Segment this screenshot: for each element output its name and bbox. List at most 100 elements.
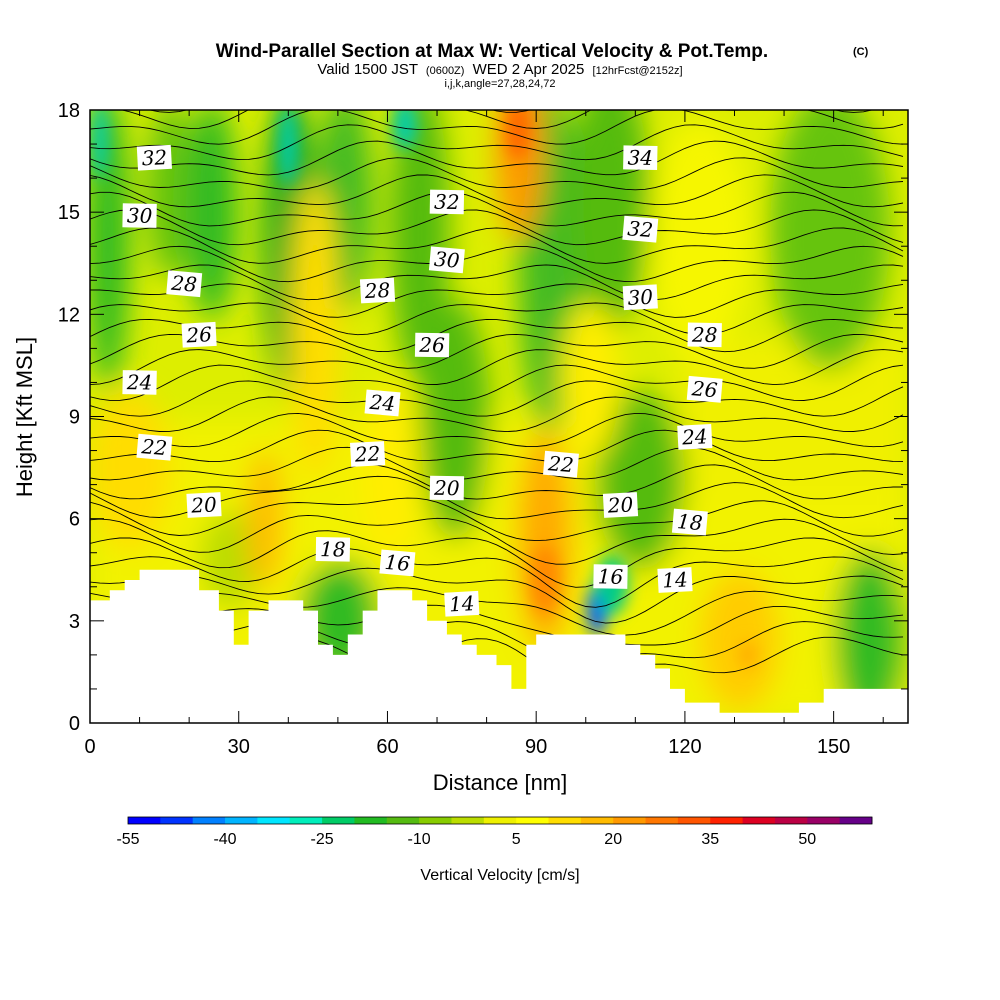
- contour-label-text: 18: [676, 509, 703, 535]
- contour-label: 18: [671, 508, 708, 536]
- contour-label-text: 30: [433, 247, 461, 273]
- contour-label-box: [622, 284, 658, 311]
- contour-label: 26: [686, 375, 723, 403]
- contour-label: 26: [181, 321, 217, 348]
- isentrope-line: [90, 140, 904, 176]
- contour-label-box: [414, 332, 450, 358]
- contour-label: 32: [429, 189, 465, 215]
- isentrope-line: [90, 209, 904, 246]
- contour-label: 32: [622, 215, 659, 243]
- isentrope-line: [90, 157, 904, 191]
- contour-label-text: 26: [690, 376, 719, 402]
- contour-label: 24: [364, 389, 401, 417]
- y-tick-label: 15: [58, 202, 80, 224]
- contour-label-text: 14: [448, 591, 475, 616]
- contour-label-box: [623, 145, 658, 170]
- y-axis: 0 3 6 9 12 15 18: [58, 100, 908, 735]
- colorbar-swatch: [645, 817, 679, 824]
- contour-label-text: 22: [353, 441, 381, 466]
- colorbar-tick-label: 50: [798, 831, 816, 848]
- contour-label-box: [379, 549, 416, 577]
- isentrope-line: [90, 110, 904, 145]
- isentrope-line: [90, 191, 904, 227]
- colorbar-swatch: [742, 817, 776, 824]
- x-tick-label: 60: [376, 736, 398, 758]
- isentrope-line: [90, 264, 904, 301]
- contour-label: 28: [359, 277, 396, 304]
- contour-label-box: [429, 189, 465, 215]
- colorbar-swatch: [386, 817, 420, 824]
- isentrope-line: [90, 548, 904, 608]
- colorbar-swatch: [451, 817, 485, 824]
- chart-title: Wind-Parallel Section at Max W: Vertical…: [216, 41, 768, 62]
- contour-label: 20: [429, 475, 465, 501]
- contour-label-text: 26: [185, 322, 213, 347]
- colorbar-tick-label: -25: [311, 831, 334, 848]
- contour-label-box: [602, 492, 639, 518]
- contour-label-box: [122, 203, 157, 228]
- contour-label: 24: [677, 424, 713, 450]
- contour-label-box: [364, 389, 401, 417]
- contour-label-box: [122, 370, 157, 395]
- colorbar-swatch: [580, 817, 614, 824]
- x-tick-label: 120: [668, 736, 701, 758]
- colorbar-tick-label: -40: [213, 831, 236, 848]
- isentrope-line: [90, 227, 904, 264]
- colorbar-swatch: [807, 817, 841, 824]
- contour-label-text: 20: [190, 492, 218, 517]
- colorbar-tick-label: 20: [604, 831, 622, 848]
- colorbar-frame: [127, 816, 873, 825]
- isentrope-line: [90, 124, 904, 161]
- colorbar-swatch: [839, 817, 873, 824]
- contour-label-text: 20: [606, 492, 634, 517]
- subtitle-valid: Valid 1500 JST: [317, 61, 417, 78]
- contour-label-text: 16: [598, 564, 624, 588]
- contour-labels: 32 30 28 26 24 22 20 18 16 14 32 30 28 26 24 22 20 22 20 16…: [122, 144, 723, 617]
- contour-label: 16: [593, 564, 628, 589]
- isentrope-line: [90, 283, 904, 318]
- colorbar-swatch: [710, 817, 744, 824]
- contour-label-box: [686, 375, 723, 403]
- contour-label-text: 34: [627, 145, 653, 169]
- isentrope-line: [90, 396, 904, 433]
- contour-label: 18: [315, 537, 351, 562]
- colorbar-swatch: [257, 817, 291, 824]
- potential-temperature-contours: [90, 110, 904, 688]
- contour-label: 32: [136, 144, 173, 171]
- x-tick-label: 90: [525, 736, 547, 758]
- colorbar-swatch: [613, 817, 646, 824]
- colorbar-tick-label: 35: [701, 831, 719, 848]
- contour-label-text: 28: [363, 278, 391, 303]
- contour-label-text: 28: [691, 323, 718, 347]
- colorbar-label: Vertical Velocity [cm/s]: [420, 867, 579, 884]
- subtitle-utc: (0600Z): [426, 65, 465, 77]
- contour-label-text: 32: [627, 216, 654, 242]
- contour-label: 26: [414, 332, 450, 358]
- colorbar-swatch: [483, 817, 517, 824]
- contour-label: 22: [349, 441, 386, 467]
- x-tick-label: 30: [228, 736, 250, 758]
- contour-label-box: [428, 246, 465, 274]
- isentrope-line: [90, 364, 904, 402]
- contour-label-text: 24: [680, 424, 708, 449]
- contour-label: 16: [379, 549, 416, 577]
- isentrope-line: [90, 604, 904, 646]
- contour-label: 14: [657, 567, 693, 593]
- colorbar-swatch: [419, 817, 452, 824]
- contour-label: 14: [444, 590, 480, 617]
- contour-label: 22: [543, 450, 579, 478]
- isentrope-line: [90, 429, 904, 463]
- isentrope-line: [90, 587, 904, 636]
- contour-label-box: [181, 321, 217, 348]
- contour-label-box: [186, 492, 222, 518]
- terrain-mask: [90, 569, 908, 723]
- contour-label-text: 24: [126, 370, 153, 394]
- contour-label-text: 30: [127, 203, 153, 227]
- x-axis: 0 30 60 90 120 150: [84, 110, 884, 758]
- plot-field: [90, 110, 908, 723]
- contour-label-box: [349, 441, 386, 467]
- contour-label-box: [593, 564, 628, 589]
- y-tick-label: 3: [69, 611, 80, 633]
- colorbar-swatch: [774, 817, 808, 824]
